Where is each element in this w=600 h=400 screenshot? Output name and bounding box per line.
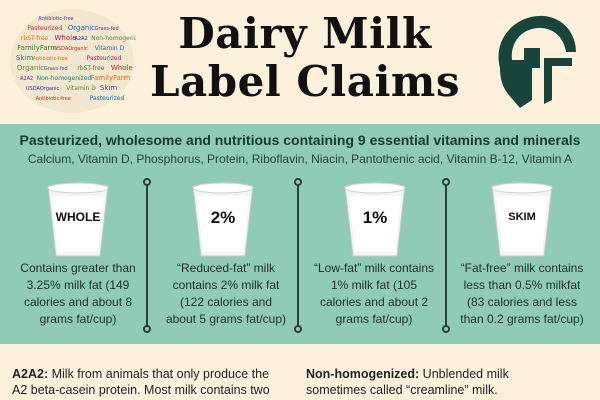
divider-dot (143, 325, 151, 333)
title-line-1: Dairy Milk (178, 9, 432, 58)
glass-label: WHOLE (55, 210, 101, 224)
word-cloud-word: Antibiotic-free (38, 16, 73, 22)
word-cloud-word: Grass-fed (44, 66, 68, 72)
nutrients-list: Calcium, Vitamin D, Phosphorus, Protein,… (27, 152, 573, 166)
word-cloud-word: FamilyFarm (17, 44, 57, 52)
column-divider (297, 182, 299, 327)
divider-dot (442, 325, 450, 333)
word-cloud-word: Antibiotic-free (36, 96, 71, 102)
word-cloud-word: A2A2 (75, 36, 88, 42)
word-cloud-word: USDAOrganic (26, 86, 60, 92)
word-cloud-word: Grass-fed (95, 26, 119, 32)
word-cloud-word: Organic (17, 64, 44, 72)
non-homogenized-definition: Non-homogenized: Unblended milk sometime… (306, 367, 509, 397)
word-cloud-word: Organic (68, 24, 95, 32)
word-cloud-word: Skim (16, 54, 33, 62)
word-cloud-word: Antibiotic-free (33, 56, 68, 62)
milk-types-panel: Pasteurized, wholesome and nutritious co… (0, 124, 600, 344)
divider-dot (442, 178, 450, 186)
glass-label: SKIM (508, 211, 536, 223)
header: Antibiotic-free Pasteurized Organic Grass-f… (0, 0, 600, 122)
word-cloud-word: Pasteurized (87, 55, 122, 62)
word-cloud-word: Non-homogenized (91, 35, 136, 42)
two-percent-milk-description: “Reduced-fat” milk contains 2% milk fat … (165, 261, 287, 326)
word-cloud-word: A2A2 (20, 76, 33, 82)
two-percent-milk-glass-icon: 2% (185, 180, 261, 260)
title-line-2: Label Claims (149, 57, 461, 106)
word-cloud-word: rbST-free (21, 35, 49, 42)
column-divider (445, 182, 447, 327)
whole-milk-glass-icon: WHOLE (40, 180, 116, 260)
column-divider (146, 182, 148, 327)
divider-dot (294, 325, 302, 333)
footer-definitions: A2A2: Milk from animals that only produc… (0, 346, 600, 400)
word-cloud-word: FamilyFarm (91, 74, 131, 82)
word-cloud-word: Pasteurized (27, 25, 62, 32)
word-cloud-word: Skim (100, 84, 117, 92)
word-cloud-word: Non-homogenized (37, 75, 92, 82)
panel-headline: Pasteurized, wholesome and nutritious co… (19, 132, 581, 148)
divider-dot (143, 178, 151, 186)
word-cloud-word: USDAOrganic (54, 46, 88, 52)
word-cloud-word: Pasteurized (90, 95, 125, 102)
glass-label: 1% (362, 208, 388, 227)
one-percent-milk-glass-icon: 1% (337, 180, 413, 260)
skim-milk-description: “Fat-free” milk contains less than 0.5% … (460, 261, 584, 326)
word-cloud-word: Whole (111, 64, 133, 72)
word-cloud-word: Vitamin D (95, 45, 125, 52)
word-cloud-word: rbST-free (77, 65, 105, 72)
whole-milk-description: Contains greater than 3.25% milk fat (14… (20, 261, 136, 326)
word-cloud-word: Vitamin D (66, 85, 96, 92)
skim-milk-glass-icon: SKIM (484, 180, 560, 260)
one-percent-milk-description: “Low-fat” milk contains 1% milk fat (105… (313, 261, 435, 326)
word-cloud-word: Whole (55, 34, 77, 42)
glass-label: 2% (210, 208, 236, 227)
divider-dot (294, 178, 302, 186)
a2a2-definition: A2A2: Milk from animals that only produc… (12, 367, 270, 397)
page-title: Dairy Milk Label Claims (140, 10, 470, 106)
spartan-helmet-icon (498, 15, 576, 108)
